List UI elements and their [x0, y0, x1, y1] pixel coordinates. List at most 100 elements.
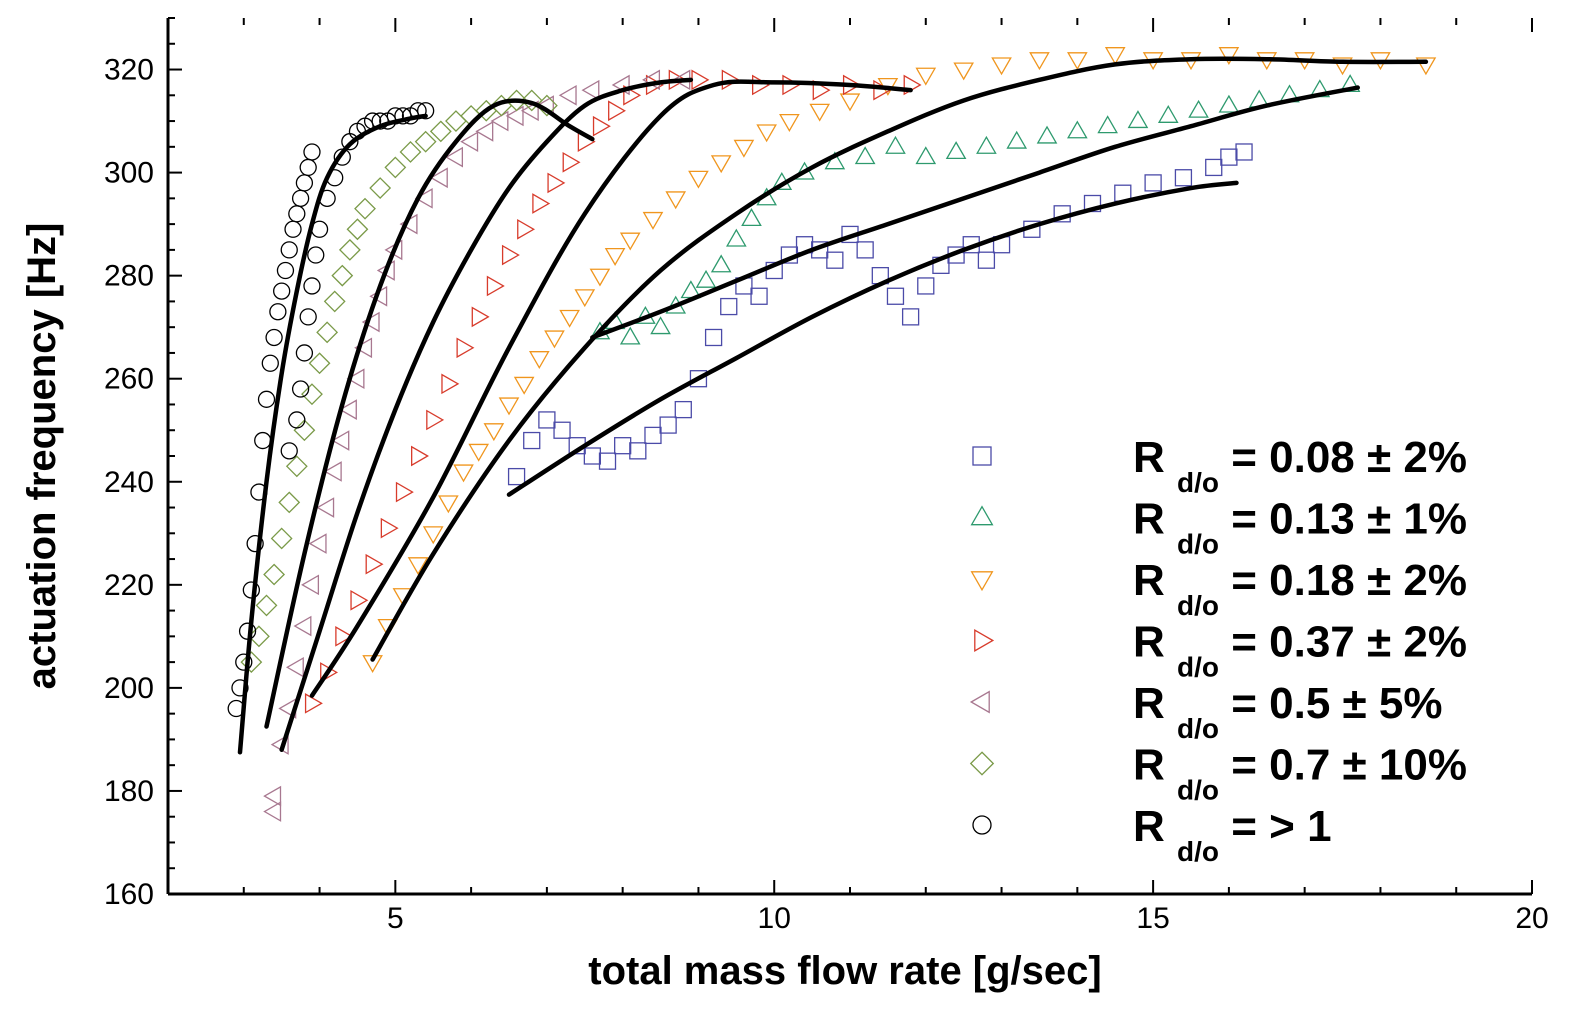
data-point — [323, 461, 342, 482]
data-point — [365, 553, 384, 575]
data-point — [335, 626, 354, 647]
data-point — [475, 121, 494, 142]
data-point — [411, 445, 429, 467]
data-point — [688, 170, 709, 189]
legend-marker — [974, 629, 995, 652]
legend-entry-6: R d/o = > 1 — [972, 802, 1332, 867]
data-point — [483, 423, 505, 442]
data-point — [704, 328, 723, 347]
data-point — [246, 534, 264, 553]
data-point — [331, 430, 350, 451]
data-point — [422, 526, 444, 545]
series-4-fit-line — [279, 77, 694, 752]
data-point — [608, 100, 626, 122]
data-point — [394, 107, 412, 125]
data-point — [945, 141, 967, 160]
data-point — [407, 557, 429, 576]
data-point — [710, 254, 732, 273]
data-point — [1067, 120, 1088, 139]
data-point — [520, 89, 543, 112]
data-point — [242, 581, 261, 599]
data-point — [269, 303, 287, 321]
data-point — [278, 491, 301, 514]
data-point — [426, 409, 445, 431]
series-5-markers — [240, 89, 558, 674]
data-point — [299, 158, 317, 177]
data-point — [384, 156, 407, 179]
data-point — [299, 308, 317, 326]
data-point — [254, 431, 272, 450]
data-point — [414, 188, 433, 209]
data-point — [323, 290, 346, 313]
data-point — [695, 269, 717, 288]
data-point — [520, 100, 539, 122]
data-point — [346, 218, 369, 241]
data-point — [280, 241, 298, 259]
data-point — [976, 135, 997, 154]
data-point — [553, 421, 571, 439]
data-point — [547, 172, 566, 194]
data-point — [468, 443, 490, 462]
legend-entry-5: R d/o = 0.7 ± 10% — [969, 741, 1467, 806]
data-point — [741, 208, 762, 227]
data-point — [650, 316, 671, 335]
data-point — [885, 135, 906, 154]
data-point — [416, 102, 435, 120]
data-point — [886, 287, 905, 305]
data-point — [346, 368, 365, 390]
data-point — [308, 533, 327, 554]
data-point — [291, 189, 310, 208]
data-point — [295, 174, 314, 192]
legend-entry-4: R d/o = 0.5 ± 5% — [969, 679, 1443, 744]
data-point — [1067, 52, 1088, 71]
data-point — [263, 563, 286, 586]
data-point — [614, 437, 632, 455]
data-point — [1144, 174, 1162, 192]
data-point — [644, 426, 662, 445]
data-point — [604, 247, 626, 266]
legend-label: R d/o = 0.5 ± 5% — [1133, 679, 1443, 744]
data-point — [513, 376, 535, 395]
data-point — [710, 155, 732, 174]
data-point — [460, 131, 479, 152]
y-tick-label: 200 — [104, 672, 154, 705]
data-point — [304, 693, 323, 714]
data-point — [293, 419, 316, 442]
data-point — [915, 67, 937, 86]
legend-label: R d/o = 0.13 ± 1% — [1133, 495, 1467, 560]
data-point — [623, 84, 642, 106]
data-point — [562, 151, 581, 173]
data-point — [1220, 148, 1238, 166]
data-point — [270, 527, 293, 550]
data-point — [659, 416, 677, 434]
data-point — [445, 146, 464, 168]
data-point — [665, 191, 687, 210]
series-5-fit-line — [264, 98, 595, 729]
data-point — [295, 344, 314, 362]
legend-marker — [972, 815, 992, 835]
axis-ticks: 5 10 15 20 160 180 200 220 240 260 280 300 320 — [104, 17, 1549, 935]
data-point — [263, 785, 282, 807]
data-point — [231, 679, 249, 697]
data-point — [280, 442, 298, 460]
data-point — [307, 246, 325, 264]
x-tick-label: 10 — [758, 902, 791, 935]
data-point — [674, 400, 692, 419]
data-point — [438, 495, 459, 514]
data-point — [689, 370, 708, 388]
data-point — [592, 115, 611, 137]
data-point — [303, 143, 321, 161]
series-0-fit-line — [506, 180, 1239, 497]
x-tick-label: 5 — [387, 902, 404, 935]
y-tick-label: 280 — [104, 260, 154, 293]
y-tick-label: 240 — [104, 466, 154, 499]
data-point — [399, 141, 422, 163]
data-point — [574, 289, 596, 308]
y-tick-label: 320 — [104, 54, 154, 87]
data-point — [1157, 105, 1179, 123]
data-point — [371, 112, 389, 130]
data-point — [854, 146, 876, 165]
data-point — [486, 275, 505, 297]
fit-lines — [237, 56, 1429, 755]
data-point — [285, 455, 308, 478]
